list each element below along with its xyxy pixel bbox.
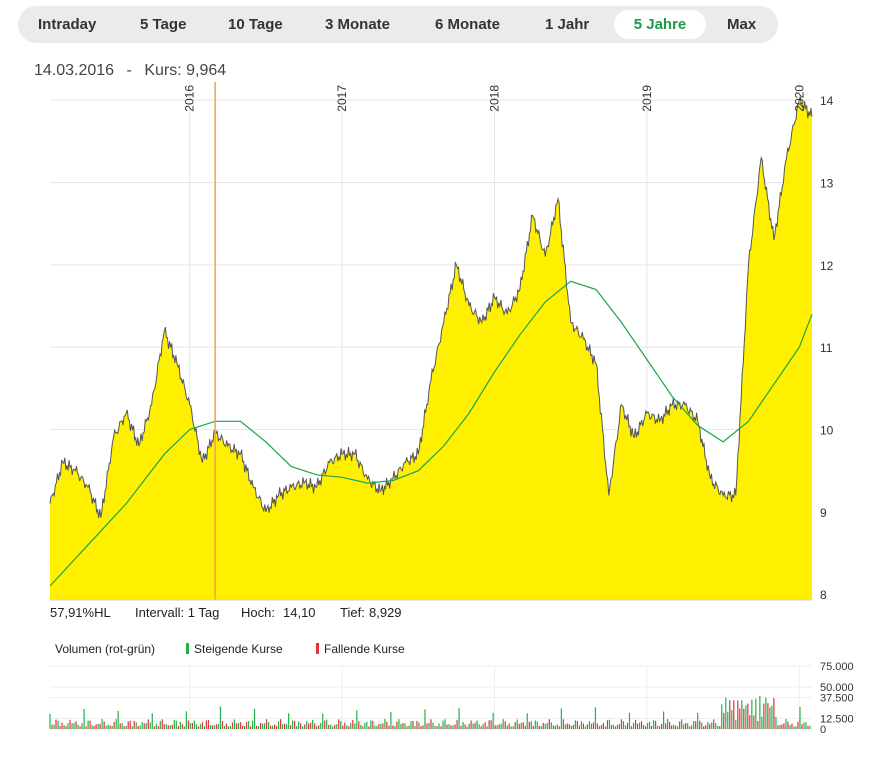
volume-tick-label: 0: [820, 724, 826, 736]
x-tick-label: 2020: [792, 85, 806, 112]
tab-10-tage[interactable]: 10 Tage: [228, 16, 283, 33]
volume-legend-title: Volumen (rot-grün): [55, 642, 156, 656]
volume-tick-label: 12.500: [820, 714, 854, 726]
high-value: 14,10: [283, 605, 316, 620]
y-tick-label: 9: [820, 506, 827, 520]
range-tab-bar: Intraday 5 Tage 10 Tage 3 Monate 6 Monat…: [18, 6, 778, 43]
price-line: [49, 96, 813, 519]
y-tick-label: 8: [820, 588, 827, 602]
readout-separator: -: [126, 62, 132, 79]
low-label: Tief:: [340, 605, 365, 620]
tab-6-monate[interactable]: 6 Monate: [435, 16, 501, 33]
high-label: Hoch:: [241, 605, 275, 620]
rising-legend: Steigende Kurse: [186, 642, 283, 656]
x-tick-label: 2019: [640, 85, 654, 112]
y-tick-label: 14: [820, 94, 834, 108]
x-tick-label: 2017: [335, 85, 349, 112]
readout-value: 9,964: [186, 62, 227, 79]
tab-5-jahre[interactable]: 5 Jahre: [614, 10, 706, 39]
interval-label: Intervall: 1 Tag: [135, 605, 220, 620]
tab-max[interactable]: Max: [727, 16, 757, 33]
price-area: [50, 96, 812, 600]
y-tick-label: 11: [820, 341, 833, 355]
y-tick-label: 10: [820, 424, 834, 438]
axis-layer: 8 9 10 11 12 13 14 2016 2017 2018 2019 2020: [50, 85, 834, 602]
low-value: 8,929: [369, 605, 402, 620]
y-tick-label: 13: [820, 176, 834, 190]
volume-tick-label: 75.000: [820, 661, 854, 673]
tab-intraday[interactable]: Intraday: [38, 16, 97, 33]
rising-swatch: [186, 643, 189, 654]
rising-legend-label: Steigende Kurse: [194, 642, 283, 656]
falling-legend-label: Fallende Kurse: [324, 642, 405, 656]
x-tick-label: 2016: [183, 85, 197, 112]
x-tick-label: 2018: [488, 85, 502, 112]
y-tick-label: 12: [820, 259, 834, 273]
falling-swatch: [316, 643, 319, 654]
readout-date: 14.03.2016: [34, 62, 115, 79]
volume-tick-label: 37.500: [820, 693, 854, 705]
tab-1-jahr[interactable]: 1 Jahr: [545, 16, 590, 33]
volume-tick-label: 50.000: [820, 682, 854, 694]
crosshair-readout: 14.03.2016 - Kurs: 9,964: [34, 62, 226, 80]
average-line: [49, 280, 813, 587]
tab-3-monate[interactable]: 3 Monate: [325, 16, 391, 33]
hl-percent: 57,91%HL: [50, 605, 111, 620]
price-layer: [49, 82, 813, 600]
readout-label: Kurs:: [144, 62, 182, 79]
falling-legend: Fallende Kurse: [316, 642, 405, 656]
tab-5-tage[interactable]: 5 Tage: [140, 16, 187, 33]
